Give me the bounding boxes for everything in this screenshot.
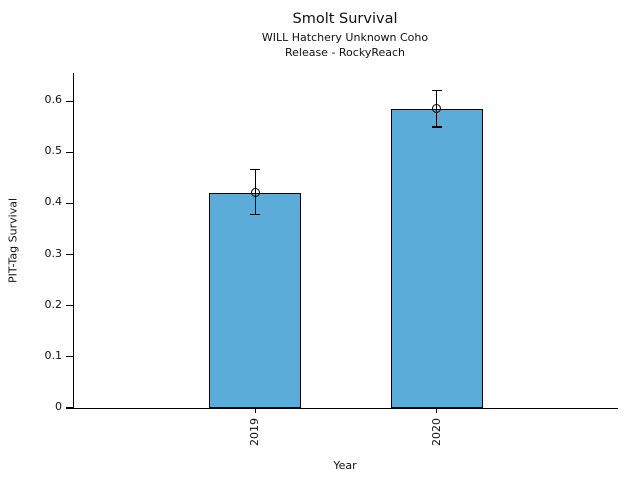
y-tick-label: 0.2 xyxy=(44,297,63,311)
error-bar-cap xyxy=(250,213,261,216)
y-axis-tick xyxy=(66,151,73,153)
y-tick-label: 0.3 xyxy=(44,246,63,260)
chart-title: Smolt Survival xyxy=(292,11,398,27)
y-tick-label: 0 xyxy=(55,400,62,413)
data-point-marker-2020 xyxy=(431,104,441,114)
x-axis-label: Year xyxy=(333,459,357,472)
y-axis-tick xyxy=(66,356,73,358)
y-axis-tick xyxy=(66,407,73,409)
error-bar-cap xyxy=(250,168,261,171)
x-axis-tick xyxy=(254,409,256,413)
y-tick-label: 0.1 xyxy=(44,348,63,362)
bar-2019 xyxy=(209,193,302,408)
chart-subtitle-line1: WILL Hatchery Unknown Coho xyxy=(261,31,429,44)
plot-area: 0 0.1 0.2 0.3 0.4 0.5 0.6 2019 2020 xyxy=(45,73,618,446)
y-axis-tick xyxy=(66,305,73,307)
chart-subtitle-line2: Release - RockyReach xyxy=(284,46,406,59)
y-tick-label: 0.6 xyxy=(44,93,63,107)
error-bar-cap xyxy=(431,126,442,128)
y-tick-label: 0.5 xyxy=(44,144,63,158)
data-point-marker-2019 xyxy=(250,188,260,198)
y-tick-label: 0.4 xyxy=(44,195,63,209)
y-axis-tick xyxy=(66,253,73,256)
y-axis-tick xyxy=(66,202,73,204)
x-tick-label-2019: 2019 xyxy=(248,418,262,446)
error-bar-cap xyxy=(431,89,442,92)
x-axis-tick xyxy=(436,409,438,413)
y-axis-tick xyxy=(66,100,73,102)
x-tick-label-2020: 2020 xyxy=(429,418,443,446)
bar-2020 xyxy=(390,108,483,408)
